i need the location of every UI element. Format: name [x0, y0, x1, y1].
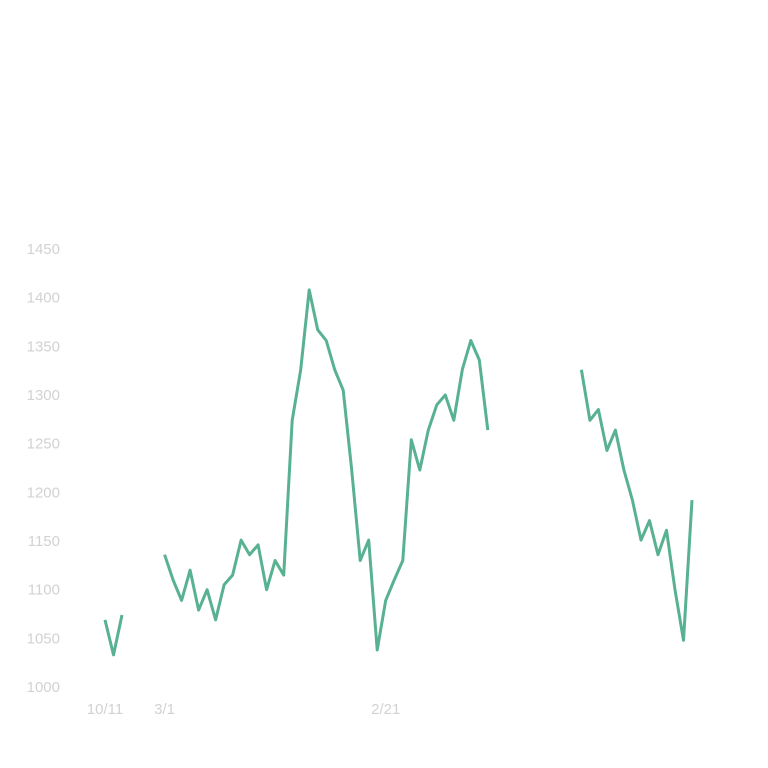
y-tick-label: 1100 [28, 582, 60, 599]
y-tick-label: 1250 [27, 436, 60, 453]
x-tick-label: 2/21 [371, 701, 400, 718]
y-tick-label: 1400 [27, 290, 60, 307]
y-tick-label: 1150 [28, 533, 60, 550]
y-tick-label: 1450 [27, 241, 60, 258]
y-tick-label: 1050 [27, 630, 60, 647]
y-tick-label: 1000 [27, 679, 60, 696]
x-tick-label: 10/11 [87, 701, 123, 718]
y-tick-label: 1200 [27, 484, 60, 501]
y-tick-label: 1300 [27, 387, 60, 404]
y-tick-label: 1350 [27, 338, 60, 355]
x-tick-label: 3/1 [154, 701, 175, 718]
line-series [103, 288, 694, 657]
